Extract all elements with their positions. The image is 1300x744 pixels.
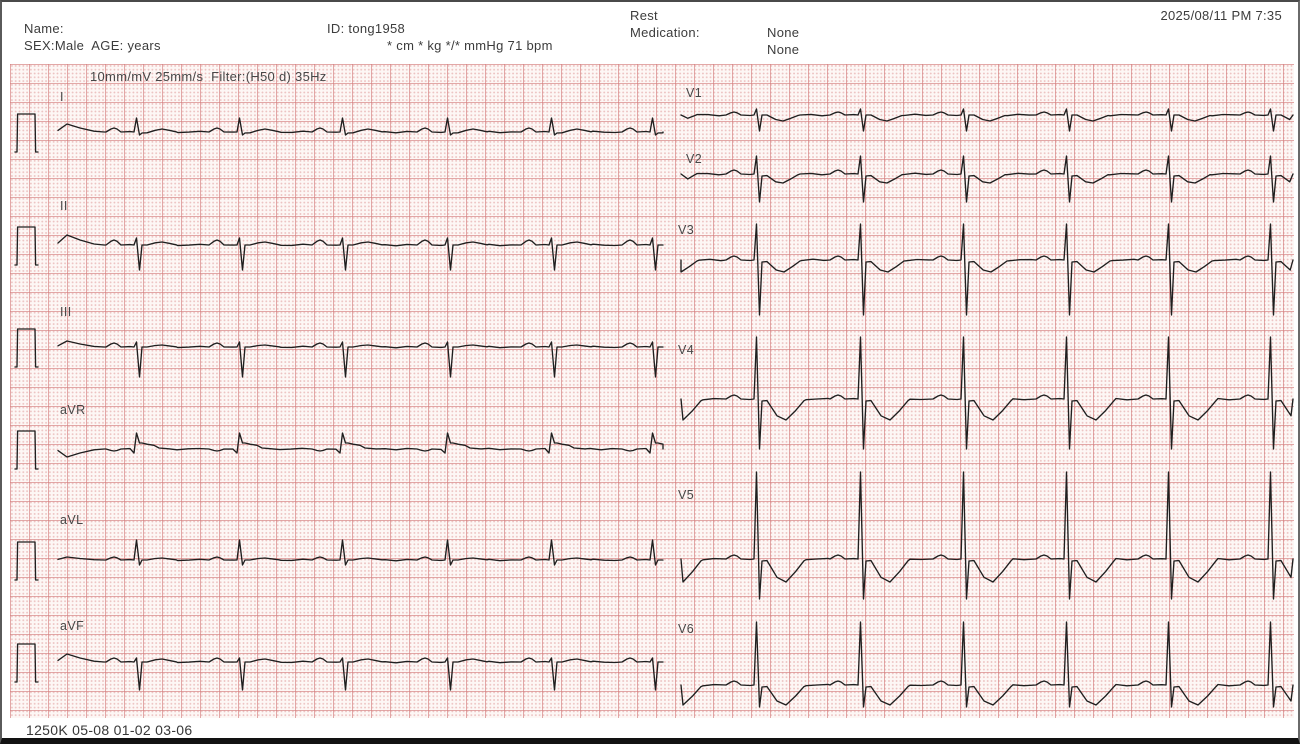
patient-sex-age: SEX:Male AGE: years <box>24 38 161 53</box>
lead-label-V4: V4 <box>678 343 695 357</box>
lead-label-aVF: aVF <box>60 619 85 633</box>
ecg-trace <box>680 155 1294 203</box>
medication-value-1: None <box>767 25 800 40</box>
ecg-trace <box>680 471 1294 600</box>
ecg-trace <box>57 432 664 458</box>
ecg-trace <box>57 117 664 136</box>
recording-mode: Rest <box>630 8 658 23</box>
ecg-trace <box>680 108 1294 132</box>
patient-id: ID: tong1958 <box>327 21 406 36</box>
ecg-trace <box>680 336 1294 450</box>
ecg-trace <box>14 226 39 266</box>
ecg-trace <box>14 643 39 683</box>
ecg-trace <box>57 653 664 691</box>
ecg-trace <box>57 340 664 378</box>
ecg-trace <box>680 621 1294 708</box>
lead-label-V2: V2 <box>686 152 703 166</box>
lead-label-aVR: aVR <box>60 403 86 417</box>
ecg-trace <box>14 328 39 368</box>
lead-label-I: I <box>60 90 64 104</box>
lead-label-V6: V6 <box>678 622 695 636</box>
ecg-trace <box>14 541 39 581</box>
lead-label-III: III <box>60 305 72 319</box>
recording-datetime: 2025/08/11 PM 7:35 <box>1160 8 1282 23</box>
lead-label-V3: V3 <box>678 223 695 237</box>
ecg-trace <box>680 223 1294 316</box>
patient-vitals: * cm * kg */* mmHg 71 bpm <box>387 38 553 53</box>
lead-label-V5: V5 <box>678 488 695 502</box>
ecg-trace <box>14 430 39 470</box>
ecg-grid-paper <box>10 64 1294 718</box>
device-info: 1250K 05-08 01-02 03-06 <box>26 722 193 738</box>
ecg-trace <box>57 234 664 271</box>
lead-label-II: II <box>60 199 68 213</box>
ecg-trace <box>14 113 39 153</box>
ecg-trace <box>57 539 664 566</box>
patient-name-label: Name: <box>24 21 64 36</box>
medication-value-2: None <box>767 42 800 57</box>
lead-label-aVL: aVL <box>60 513 84 527</box>
lead-label-V1: V1 <box>686 86 703 100</box>
acquisition-settings: 10mm/mV 25mm/s Filter:(H50 d) 35Hz <box>90 69 327 84</box>
medication-label: Medication: <box>630 25 700 40</box>
